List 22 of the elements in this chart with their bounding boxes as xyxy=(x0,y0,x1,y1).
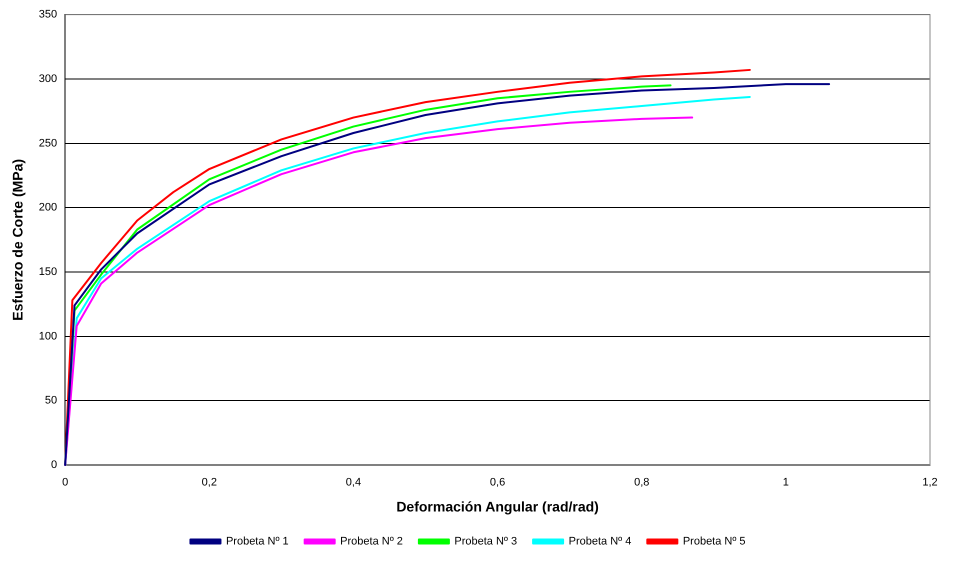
y-tick-label: 250 xyxy=(38,137,58,150)
x-tick-label: 1,2 xyxy=(922,476,938,489)
legend-label: Probeta Nº 3 xyxy=(454,536,518,548)
y-tick-label: 50 xyxy=(44,394,58,407)
y-tick-label: 200 xyxy=(38,202,58,214)
x-tick-label: 0 xyxy=(62,476,68,489)
legend-label: Probeta Nº 1 xyxy=(226,536,289,548)
legend-label: Probeta Nº 5 xyxy=(682,536,746,548)
y-tick-label: 350 xyxy=(38,8,58,21)
legend-label: Probeta Nº 2 xyxy=(340,536,403,548)
x-axis-title: Deformación Angular (rad/rad) xyxy=(396,498,599,514)
x-tick-label: 0,4 xyxy=(346,476,362,489)
legend-label: Probeta Nº 4 xyxy=(568,536,632,548)
y-tick-label: 0 xyxy=(51,459,58,472)
y-tick-label: 300 xyxy=(38,72,58,85)
y-tick-label: 100 xyxy=(38,330,58,342)
x-tick-label: 1 xyxy=(782,476,789,489)
x-tick-label: 0,8 xyxy=(634,476,650,489)
y-tick-label: 150 xyxy=(38,266,58,278)
x-tick-label: 0,6 xyxy=(490,476,506,489)
y-axis-title: Esfuerzo de Corte (MPa) xyxy=(9,158,26,321)
x-tick-label: 0,2 xyxy=(202,476,217,489)
